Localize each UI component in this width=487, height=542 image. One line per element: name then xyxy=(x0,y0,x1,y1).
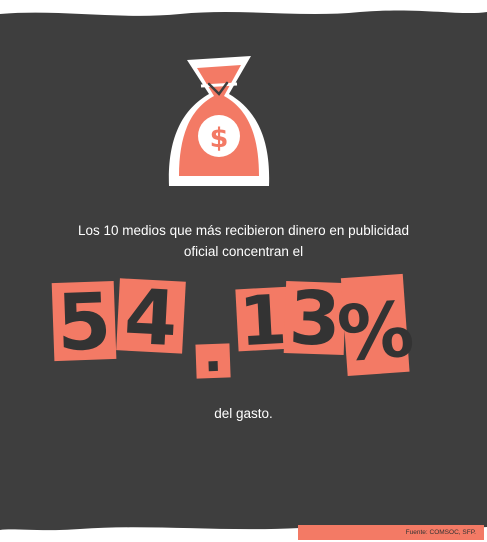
stat-char: 3 xyxy=(288,275,342,363)
stat-char: . xyxy=(202,324,224,385)
stat-char: % xyxy=(335,284,417,378)
stat-char: 4 xyxy=(122,272,179,364)
stat-char: 1 xyxy=(237,281,288,362)
money-bag-icon: $ xyxy=(168,56,270,186)
closing-text: del gasto. xyxy=(214,406,273,421)
dollar-sign: $ xyxy=(210,123,229,154)
stat-char: 5 xyxy=(55,277,112,369)
source-label: Fuente: COMSOC, SFP. xyxy=(298,525,484,540)
coin-icon xyxy=(198,115,240,157)
headline-text: Los 10 medios que más recibieron dinero … xyxy=(78,223,409,259)
